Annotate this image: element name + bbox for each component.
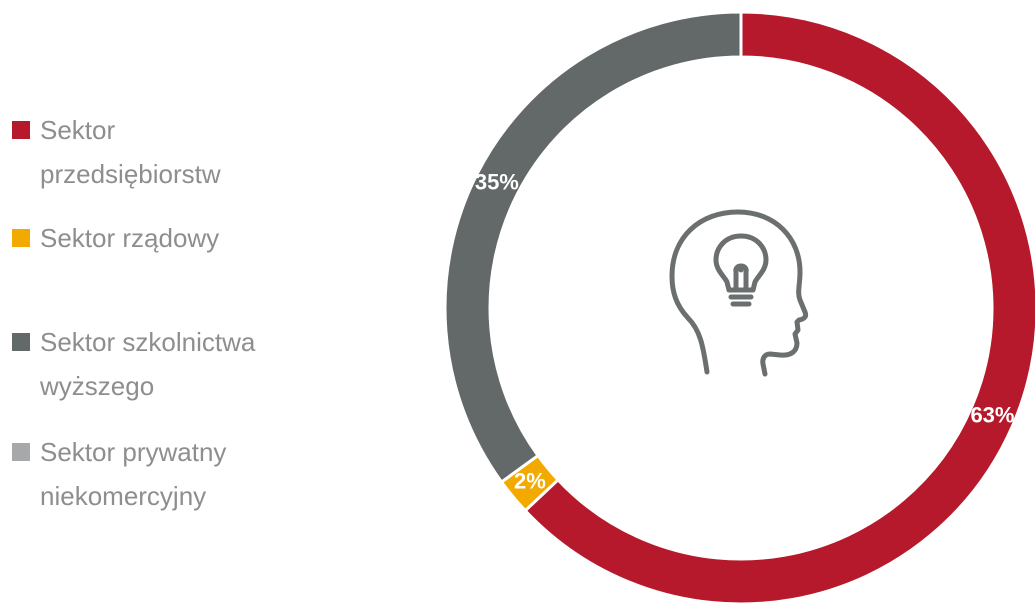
legend-swatch — [12, 333, 30, 351]
legend-item: Sektor rządowy — [12, 216, 312, 260]
data-label: 63% — [970, 403, 1014, 428]
legend-label: Sektor rządowy — [40, 223, 220, 253]
donut-segment — [443, 10, 743, 485]
legend-item: Sektor przedsiębiorstw — [12, 108, 252, 196]
legend-swatch — [12, 443, 30, 461]
legend-label: Sektor przedsiębiorstw — [40, 115, 221, 189]
legend-item: Sektor szkolnictwa wyższego — [12, 320, 312, 408]
legend-item: Sektor prywatny niekomercyjny — [12, 430, 272, 518]
legend-label: Sektor szkolnictwa wyższego — [40, 327, 256, 401]
head-lightbulb-icon — [669, 209, 809, 377]
donut-segment — [523, 10, 1035, 605]
legend-swatch — [12, 121, 30, 139]
data-label: 35% — [475, 169, 519, 194]
legend-swatch — [12, 229, 30, 247]
legend-label: Sektor prywatny niekomercyjny — [40, 437, 227, 511]
data-label: 2% — [514, 468, 546, 493]
